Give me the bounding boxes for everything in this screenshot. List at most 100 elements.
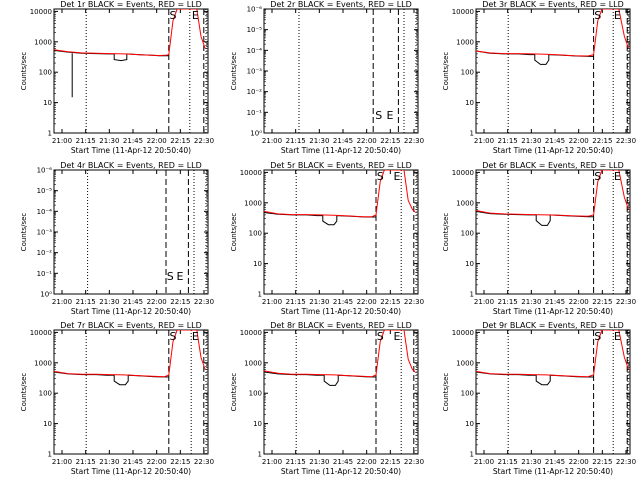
- x-tick-label: 22:15: [592, 298, 612, 306]
- event-marker-label: S: [594, 170, 601, 183]
- event-marker-label: E: [387, 109, 394, 122]
- x-tick-label: 21:45: [545, 137, 565, 145]
- event-marker-label: S: [170, 330, 177, 343]
- y-tick-label: 1000: [456, 359, 474, 367]
- y-tick-label: 10000: [240, 169, 262, 177]
- detector-panel: Det 9r BLACK = Events, RED = LLD 21:00 21:…: [442, 321, 636, 476]
- x-tick-label: 22:00: [569, 137, 589, 145]
- y-tick-label: 1000: [456, 38, 474, 46]
- x-tick-label: 22:30: [404, 298, 424, 306]
- x-tick-label: 22:30: [616, 458, 636, 466]
- y-tick-label: 10⁰: [40, 291, 52, 299]
- plot-frame: [475, 329, 631, 455]
- event-marker-label: E: [394, 170, 401, 183]
- x-tick-label: 21:00: [474, 137, 494, 145]
- x-tick-label: 21:15: [76, 298, 96, 306]
- plot-frame: [53, 329, 209, 455]
- x-tick-label: 22:00: [357, 298, 377, 306]
- x-tick-label: 22:00: [147, 298, 167, 306]
- detector-panel: Det 4r BLACK = Events, RED = LLD 21:00 21:…: [20, 161, 214, 316]
- detector-panel: Det 1r BLACK = Events, RED = LLD 21:00 21:…: [20, 0, 214, 155]
- event-marker-label: S: [170, 9, 177, 22]
- y-tick-label: 10⁻¹: [247, 109, 263, 117]
- x-tick-label: 21:30: [99, 298, 119, 306]
- x-tick-label: 21:15: [76, 458, 96, 466]
- x-tick-label: 21:45: [123, 458, 143, 466]
- x-tick-label: 21:45: [545, 298, 565, 306]
- x-tick-label: 21:00: [262, 137, 282, 145]
- y-tick-label: 1000: [34, 359, 52, 367]
- detector-panel: Det 3r BLACK = Events, RED = LLD 21:00 21:…: [442, 0, 636, 155]
- x-axis-label: Start Time (11-Apr-12 20:50:40): [71, 146, 191, 155]
- x-axis-label: Start Time (11-Apr-12 20:50:40): [493, 146, 613, 155]
- x-tick-label: 21:15: [76, 137, 96, 145]
- x-tick-label: 22:30: [616, 137, 636, 145]
- y-tick-label: 10: [465, 260, 474, 268]
- y-tick-label: 10⁻⁴: [247, 47, 263, 55]
- lld-series-line: [264, 170, 416, 218]
- y-tick-label: 1: [258, 451, 262, 459]
- x-tick-label: 21:00: [474, 298, 494, 306]
- y-tick-label: 1000: [34, 38, 52, 46]
- x-axis-label: Start Time (11-Apr-12 20:50:40): [71, 307, 191, 316]
- panel-title: Det 1r BLACK = Events, RED = LLD: [60, 0, 202, 9]
- panel-title: Det 8r BLACK = Events, RED = LLD: [270, 321, 412, 330]
- event-marker-label: S: [375, 109, 382, 122]
- y-axis-label: Counts/sec: [230, 213, 238, 252]
- y-tick-label: 100: [249, 390, 262, 398]
- event-marker-label: E: [614, 330, 621, 343]
- y-axis-label: Counts/sec: [230, 52, 238, 91]
- y-tick-label: 10: [465, 420, 474, 428]
- x-tick-label: 21:30: [309, 458, 329, 466]
- y-tick-label: 100: [461, 390, 474, 398]
- x-axis-label: Start Time (11-Apr-12 20:50:40): [281, 307, 401, 316]
- x-tick-label: 21:45: [123, 137, 143, 145]
- plot-frame: [475, 8, 631, 134]
- x-tick-label: 22:00: [147, 137, 167, 145]
- x-tick-label: 21:45: [333, 458, 353, 466]
- y-tick-label: 10⁻⁶: [247, 6, 263, 14]
- x-tick-label: 22:15: [380, 298, 400, 306]
- x-tick-label: 22:30: [194, 298, 214, 306]
- x-tick-label: 22:00: [569, 298, 589, 306]
- event-marker-label: E: [192, 330, 199, 343]
- panel-title: Det 4r BLACK = Events, RED = LLD: [60, 161, 202, 170]
- plot-frame: [53, 169, 209, 295]
- panel-title: Det 3r BLACK = Events, RED = LLD: [482, 0, 624, 9]
- y-tick-label: 1: [258, 291, 262, 299]
- y-tick-label: 100: [39, 69, 52, 77]
- event-marker-label: E: [192, 9, 199, 22]
- x-axis-label: Start Time (11-Apr-12 20:50:40): [493, 307, 613, 316]
- y-tick-label: 10⁻³: [37, 229, 53, 237]
- x-tick-label: 21:45: [333, 137, 353, 145]
- lld-series-line: [54, 9, 206, 57]
- y-axis-label: Counts/sec: [442, 52, 450, 91]
- y-tick-label: 10⁻³: [247, 68, 263, 76]
- event-marker-label: E: [614, 9, 621, 22]
- x-tick-label: 22:15: [170, 458, 190, 466]
- x-tick-label: 21:15: [498, 137, 518, 145]
- x-tick-label: 21:15: [498, 298, 518, 306]
- y-tick-label: 1000: [244, 199, 262, 207]
- x-tick-label: 21:30: [521, 137, 541, 145]
- y-axis-label: Counts/sec: [20, 213, 28, 252]
- x-axis-label: Start Time (11-Apr-12 20:50:40): [281, 146, 401, 155]
- panel-title: Det 9r BLACK = Events, RED = LLD: [482, 321, 624, 330]
- x-tick-label: 22:30: [616, 298, 636, 306]
- x-tick-label: 21:30: [521, 458, 541, 466]
- event-marker-label: E: [177, 270, 184, 283]
- y-tick-label: 10⁰: [250, 130, 262, 138]
- y-tick-label: 10⁻⁴: [37, 208, 53, 216]
- lld-series-line: [476, 330, 630, 378]
- y-tick-label: 10000: [30, 329, 52, 337]
- x-tick-label: 21:30: [309, 137, 329, 145]
- plot-frame: [53, 8, 209, 134]
- x-tick-label: 21:00: [474, 458, 494, 466]
- x-tick-label: 21:45: [333, 298, 353, 306]
- y-tick-label: 1: [470, 130, 474, 138]
- detector-panel: Det 5r BLACK = Events, RED = LLD 21:00 21:…: [230, 161, 424, 316]
- y-tick-label: 10: [465, 99, 474, 107]
- panel-title: Det 7r BLACK = Events, RED = LLD: [60, 321, 202, 330]
- y-axis-label: Counts/sec: [442, 213, 450, 252]
